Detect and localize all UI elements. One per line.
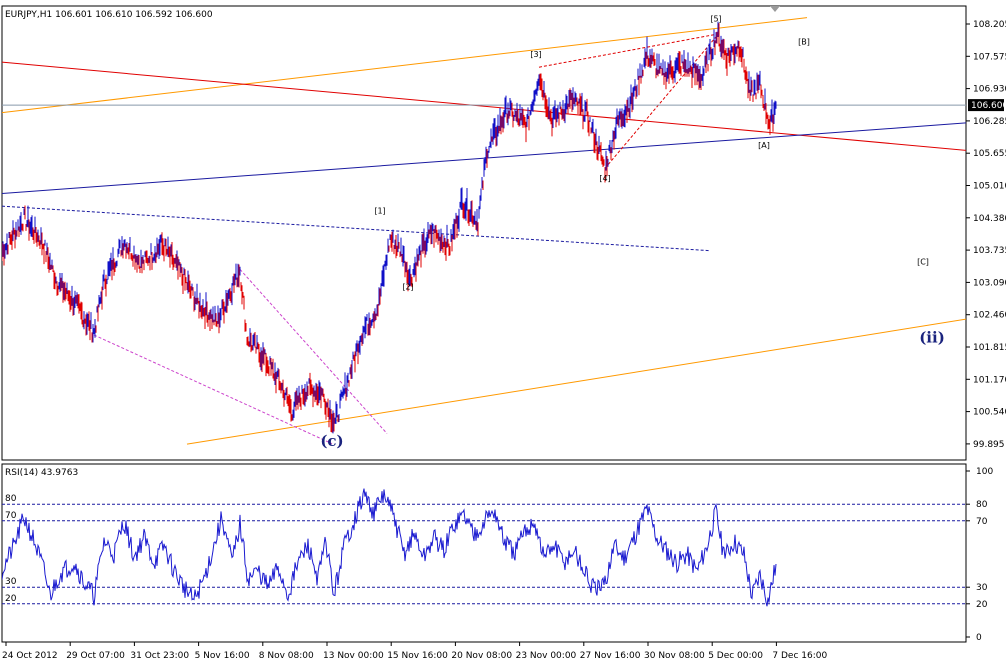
price-tick-label: 104.380	[973, 214, 1006, 224]
price-tick-label: 99.895	[973, 440, 1005, 450]
rsi-tick-label: 70	[976, 517, 988, 527]
price-tick-label: 102.460	[973, 311, 1006, 321]
rsi-line	[2, 488, 777, 607]
trend-line-blue-dotted-line	[2, 205, 710, 252]
rsi-tick-label: 80	[976, 500, 988, 510]
trend-line-red-line	[2, 61, 966, 151]
rsi-plot-area: 80 70 30 20	[2, 488, 966, 607]
rsi-tick-label: 0	[976, 633, 982, 643]
price-tick-label: 107.575	[973, 52, 1006, 62]
price-tick-label: 103.090	[973, 278, 1006, 288]
time-tick-label: 15 Nov 16:00	[387, 651, 448, 661]
time-tick-label: 7 Dec 16:00	[772, 651, 827, 661]
price-plot-area: [1] [2] [3] [4] [5] [A] [B] [C] (c) (ii)	[2, 15, 966, 450]
current-price-marker: 106.600	[968, 99, 1006, 112]
wave-label: [2]	[402, 283, 413, 292]
rsi-level-label: 20	[5, 594, 17, 604]
rsi-tick-label: 20	[976, 600, 988, 610]
price-y-axis: 108.205 107.575 106.930 106.285 105.655 105.0…	[966, 20, 1006, 450]
rsi-level-label: 80	[5, 494, 17, 504]
time-tick-label: 5 Nov 16:00	[195, 651, 250, 661]
current-price-label: 106.600	[971, 101, 1006, 111]
trend-line-upper-orange-channel	[2, 17, 808, 114]
wave-label: [5]	[710, 15, 721, 24]
time-tick-label: 29 Oct 07:00	[66, 651, 125, 661]
time-tick-label: 13 Nov 00:00	[323, 651, 384, 661]
price-tick-label: 101.170	[973, 375, 1006, 385]
wave-label: [4]	[599, 174, 610, 183]
price-tick-label: 105.655	[973, 149, 1006, 159]
price-tick-label: 106.285	[973, 117, 1006, 127]
wave-label: (c)	[320, 432, 343, 450]
time-tick-label: 31 Oct 23:00	[130, 651, 189, 661]
time-tick-label: 20 Nov 08:00	[451, 651, 512, 661]
wave-label: [A]	[758, 141, 770, 150]
wave-label: [3]	[530, 50, 541, 59]
price-panel	[1, 5, 967, 461]
time-tick-label: 27 Nov 16:00	[580, 651, 641, 661]
trend-line-red-dashed-b	[604, 36, 717, 169]
time-tick-label: 8 Nov 08:00	[259, 651, 314, 661]
price-header: EURJPY,H1 106.601 106.610 106.592 106.60…	[5, 10, 213, 20]
price-tick-label: 106.930	[973, 85, 1006, 95]
wave-label: [C]	[917, 257, 929, 266]
rsi-level-label: 30	[5, 577, 17, 587]
time-tick-label: 5 Dec 00:00	[708, 651, 763, 661]
time-tick-label: 23 Nov 00:00	[516, 651, 577, 661]
price-tick-label: 100.540	[973, 408, 1006, 418]
time-tick-label: 24 Oct 2012	[2, 651, 58, 661]
rsi-header: RSI(14) 43.9763	[5, 468, 78, 478]
rsi-tick-label: 100	[976, 467, 993, 477]
rsi-y-axis: 100 80 70 30 20 0	[966, 467, 993, 643]
time-x-axis: 24 Oct 2012 29 Oct 07:00 31 Oct 23:00 5 Nov…	[2, 642, 827, 661]
wave-label: [1]	[374, 207, 385, 216]
price-tick-label: 105.010	[973, 182, 1006, 192]
wave-label: [B]	[798, 37, 810, 46]
rsi-level-label: 70	[5, 511, 17, 521]
trend-line-magenta-dashed-a	[93, 334, 333, 445]
trend-line-magenta-dashed-b	[239, 268, 388, 434]
price-tick-label: 108.205	[973, 20, 1006, 30]
trend-line-red-dashed-a	[538, 33, 717, 68]
trend-line-lower-orange-channel	[186, 318, 966, 445]
time-tick-label: 30 Nov 08:00	[644, 651, 705, 661]
wave-label: (ii)	[919, 329, 945, 347]
rsi-tick-label: 30	[976, 583, 988, 593]
price-tick-label: 101.815	[973, 343, 1006, 353]
price-tick-label: 103.735	[973, 246, 1006, 256]
rsi-panel	[1, 463, 967, 643]
chart-shift-icon[interactable]	[770, 6, 780, 12]
